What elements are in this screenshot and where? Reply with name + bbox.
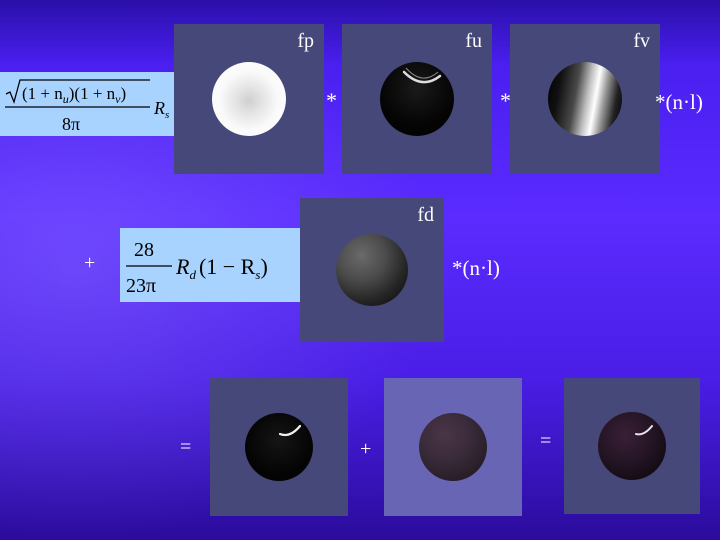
sqrt-mid: )(1 + n [69,84,116,103]
sqrt-sign [5,79,150,105]
fd-sphere [336,234,408,306]
final-result-highlight [635,425,653,436]
fv-sphere [548,62,622,136]
ndotl-middle: *(n·l) [452,256,500,280]
star-operator-1: * [326,88,337,113]
rs-paren-open: (1 − R [199,254,256,279]
specular-formula-svg: (1 + nu)(1 + nv) 8π Rs [5,79,169,134]
svg-text:Rs: Rs [153,98,169,121]
sub-v: v [115,92,121,106]
specular-formula: (1 + nu)(1 + nv) 8π Rs [0,72,178,136]
panel-fd-label: fd [417,204,434,226]
rs-sub: s [255,267,260,282]
panel-fv: fv [510,24,660,174]
fp-sphere [212,62,286,136]
panel-final-result [564,378,700,514]
rs-factor: R [153,98,165,118]
rs-factor-sub: s [165,109,169,121]
sqrt-close: ) [121,84,127,103]
sqrt-text: (1 + n [22,84,63,103]
rs-paren-close: ) [260,254,267,279]
panel-specular-result [210,378,348,516]
sub-u: u [63,92,69,106]
panel-fp: fp [174,24,324,174]
final-result-sphere [598,412,666,480]
panel-fv-label: fv [633,30,650,52]
fu-highlight [402,67,442,84]
panel-fu-label: fu [465,30,482,52]
panel-fu: fu [342,24,492,174]
equals-operator-1: = [180,436,192,458]
diffuse-formula-svg: 28 23π Rd (1 − Rs) [126,239,268,297]
ndotl-top: *(n·l) [655,90,703,114]
diffuse-denominator: 23π [126,275,156,297]
diffuse-numerator: 28 [134,239,154,261]
panel-diffuse-result [384,378,522,516]
panel-fp-label: fp [297,30,314,52]
star-operator-2: * [500,88,511,113]
fu-sphere [380,62,454,136]
specular-result-sphere [245,413,313,481]
plus-operator-middle: + [84,252,96,274]
equals-operator-2: = [540,430,552,452]
rd-symbol: R [175,254,190,279]
diffuse-result-sphere [419,413,487,481]
diffuse-formula: 28 23π Rd (1 − Rs) [120,228,300,302]
specular-denominator: 8π [62,114,80,134]
panel-fd: fd [300,198,444,342]
plus-operator-bottom: + [360,438,372,460]
specular-result-highlight [278,424,302,437]
svg-text:(1 + nu)(1 + nv): (1 + nu)(1 + nv) [22,84,126,106]
rd-sub: d [189,267,196,282]
svg-text:Rd(1 − Rs): Rd (1 − Rs) [175,254,268,282]
